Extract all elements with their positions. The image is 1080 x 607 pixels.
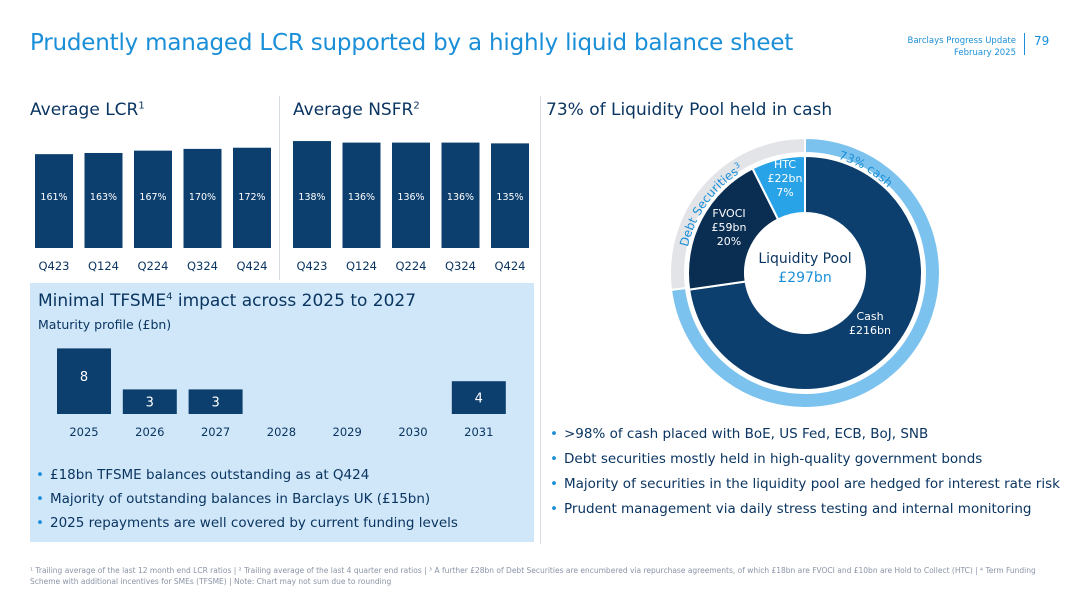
lcr-tick-label: Q423 [38, 259, 69, 273]
tfsme-bar [122, 389, 177, 414]
donut-slice-cash [688, 154, 923, 391]
footnotes: ¹ Trailing average of the last 12 month … [30, 566, 1036, 586]
tfsme-tick-label: 2030 [398, 425, 427, 439]
lcr-bar [84, 152, 123, 248]
nsfr-footnote-mark: 2 [413, 100, 420, 112]
donut-slice-label: HTC [774, 158, 796, 171]
outer-ring-debt-label-mark: 3 [733, 160, 742, 170]
nsfr-tick-label: Q423 [296, 259, 327, 273]
divider-left-right [540, 96, 541, 544]
pool-bullet: Majority of securities in the liquidity … [548, 476, 1060, 492]
nsfr-bar [392, 142, 430, 248]
pool-bullet: Debt securities mostly held in high-qual… [548, 451, 1060, 467]
nsfr-bar [441, 142, 480, 248]
lcr-bar [35, 154, 73, 248]
lcr-heading-text: Average LCR [30, 100, 139, 120]
tfsme-bar-value: 4 [475, 392, 483, 407]
donut-slice-label: £216bn [849, 324, 891, 337]
lcr-tick-label: Q224 [137, 259, 168, 273]
page-number: 79 [1034, 34, 1050, 48]
tfsme-tick-label: 2026 [135, 425, 164, 439]
page-title: Prudently managed LCR supported by a hig… [30, 30, 794, 56]
tfsme-tick-label: 2027 [201, 425, 230, 439]
pool-bullet: >98% of cash placed with BoE, US Fed, EC… [548, 426, 1060, 442]
lcr-tick-label: Q424 [236, 259, 267, 273]
tfsme-bar-value: 3 [146, 396, 154, 411]
tfsme-heading-mark: 4 [166, 291, 173, 303]
header-divider [1024, 33, 1025, 55]
header-date: February 2025 [954, 48, 1016, 58]
header-meta: Barclays Progress Update February 2025 [907, 35, 1016, 59]
nsfr-heading: Average NSFR2 [293, 100, 420, 120]
donut-slice-htc [751, 154, 806, 221]
lcr-bar [134, 150, 172, 248]
lcr-bar-value: 172% [238, 192, 265, 203]
pool-bullet: Prudent management via daily stress test… [548, 501, 1060, 517]
nsfr-heading-text: Average NSFR [293, 100, 414, 120]
lcr-bar-value: 167% [139, 192, 166, 203]
pool-bullet-list: >98% of cash placed with BoE, US Fed, EC… [548, 426, 1060, 526]
tfsme-chart: 8 2025 3 2026 3 2027 2028 2029 2030 4 2031 [57, 348, 506, 439]
divider-lcr-nsfr [279, 96, 280, 280]
nsfr-bar [491, 143, 529, 248]
lcr-bar-value: 170% [189, 192, 216, 203]
tfsme-tick-label: 2025 [69, 425, 98, 439]
donut-slice-label: FVOCI [712, 207, 745, 220]
outer-ring-segment [669, 136, 806, 292]
lcr-bar [233, 147, 271, 248]
donut-slice-label: Cash [856, 310, 883, 323]
nsfr-chart: 138% Q423 136% Q124 136% Q224 136% Q324 135% Q424 [293, 141, 529, 273]
nsfr-bar-value: 138% [298, 192, 325, 203]
lcr-footnote-mark: 1 [138, 100, 145, 112]
lcr-bar [183, 148, 222, 248]
nsfr-tick-label: Q124 [346, 259, 377, 273]
lcr-chart: 161% Q423 163% Q124 167% Q224 170% Q324 172% Q424 [35, 147, 271, 273]
nsfr-tick-label: Q224 [395, 259, 426, 273]
tfsme-heading-rest: impact across 2025 to 2027 [172, 291, 417, 311]
tfsme-heading: Minimal TFSME4 impact across 2025 to 202… [38, 291, 416, 311]
nsfr-tick-label: Q424 [494, 259, 525, 273]
tfsme-bar [451, 381, 506, 414]
donut-slice-label: £59bn [712, 221, 747, 234]
tfsme-bar-value: 3 [211, 396, 219, 411]
nsfr-bar [342, 142, 381, 248]
pool-heading: 73% of Liquidity Pool held in cash [546, 100, 833, 120]
lcr-heading: Average LCR1 [30, 100, 145, 120]
tfsme-heading-text: Minimal TFSME [38, 291, 167, 311]
nsfr-bar [293, 141, 331, 248]
nsfr-bar-value: 136% [397, 192, 424, 203]
tfsme-bar-value: 8 [80, 370, 88, 385]
lcr-bar-value: 163% [90, 192, 117, 203]
lcr-tick-label: Q324 [187, 259, 218, 273]
nsfr-bar-value: 136% [348, 192, 375, 203]
lcr-tick-label: Q124 [88, 259, 119, 273]
donut-slice-fvoci [687, 167, 780, 291]
tfsme-bar [188, 389, 243, 414]
header-org: Barclays Progress Update [907, 36, 1016, 46]
donut-slice-label: £22bn [768, 172, 803, 185]
tfsme-bullet: £18bn TFSME balances outstanding as at Q… [34, 467, 458, 483]
tfsme-tick-label: 2029 [333, 425, 362, 439]
tfsme-bullet: 2025 repayments are well covered by curr… [34, 515, 458, 531]
tfsme-bullet: Majority of outstanding balances in Barc… [34, 491, 458, 507]
donut-center-value: £297bn [778, 270, 831, 286]
tfsme-subtitle: Maturity profile (£bn) [38, 317, 172, 332]
nsfr-bar-value: 135% [496, 192, 523, 203]
tfsme-tick-label: 2031 [464, 425, 493, 439]
donut-center-title: Liquidity Pool [758, 251, 851, 267]
tfsme-bullet-list: £18bn TFSME balances outstanding as at Q… [34, 467, 458, 539]
tfsme-bar [57, 348, 111, 414]
nsfr-tick-label: Q324 [445, 259, 476, 273]
donut-slice-label: 20% [717, 235, 741, 248]
lcr-bar-value: 161% [40, 192, 67, 203]
donut-slice-label: 7% [776, 186, 793, 199]
nsfr-bar-value: 136% [447, 192, 474, 203]
tfsme-tick-label: 2028 [267, 425, 296, 439]
